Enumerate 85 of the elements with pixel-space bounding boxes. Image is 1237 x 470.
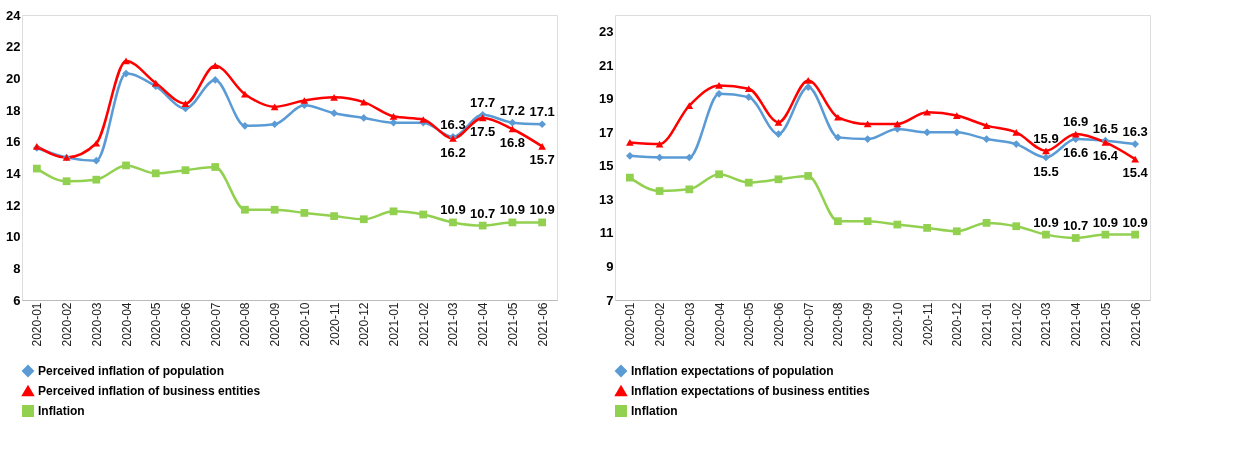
x-tick-label: 2020-02 bbox=[653, 302, 668, 347]
x-tick-label: 2021-02 bbox=[416, 302, 431, 347]
data-label: 10.9 bbox=[1122, 214, 1148, 230]
y-tick-label: 17 bbox=[599, 124, 614, 140]
y-tick-label: 22 bbox=[6, 39, 21, 55]
x-tick-label: 2020-09 bbox=[861, 302, 876, 347]
x-tick-label: 2020-08 bbox=[238, 302, 253, 347]
y-tick-label: 10 bbox=[6, 229, 21, 245]
x-tick-label: 2021-05 bbox=[1098, 302, 1113, 347]
data-label: 16.2 bbox=[440, 144, 466, 160]
data-label: 10.9 bbox=[1033, 214, 1059, 230]
data-label: 17.7 bbox=[470, 94, 496, 110]
x-tick-label: 2020-01 bbox=[623, 302, 638, 347]
x-tick-label: 2020-03 bbox=[682, 302, 697, 347]
y-tick-label: 19 bbox=[599, 91, 614, 107]
data-label: 17.2 bbox=[499, 102, 526, 118]
y-tick-label: 14 bbox=[6, 165, 22, 181]
legend-label: Inflation bbox=[631, 404, 678, 418]
x-tick-label: 2021-01 bbox=[980, 302, 995, 347]
y-tick-label: 24 bbox=[6, 7, 22, 23]
y-tick-label: 16 bbox=[6, 134, 21, 150]
x-tick-label: 2020-10 bbox=[890, 302, 905, 347]
data-label: 10.7 bbox=[1063, 217, 1089, 233]
data-label: 16.4 bbox=[1092, 148, 1119, 164]
x-tick-label: 2020-05 bbox=[742, 302, 757, 347]
data-label: 10.9 bbox=[1092, 214, 1119, 230]
y-tick-label: 9 bbox=[606, 258, 614, 274]
x-tick-label: 2020-03 bbox=[89, 302, 104, 347]
x-tick-label: 2020-12 bbox=[950, 302, 965, 347]
y-tick-label: 13 bbox=[599, 191, 614, 207]
data-label: 16.6 bbox=[1063, 145, 1089, 161]
data-label: 15.5 bbox=[1033, 163, 1059, 179]
y-tick-label: 11 bbox=[599, 225, 614, 241]
x-tick-label: 2021-03 bbox=[446, 302, 461, 347]
legend-label: Perceived inflation of business entities bbox=[38, 384, 261, 398]
data-label: 16.3 bbox=[440, 116, 466, 132]
x-tick-label: 2020-04 bbox=[712, 302, 727, 347]
x-tick-label: 2020-07 bbox=[801, 302, 816, 347]
x-tick-label: 2020-08 bbox=[831, 302, 846, 347]
data-label: 16.5 bbox=[1092, 120, 1119, 136]
x-tick-label: 2021-02 bbox=[1009, 302, 1024, 347]
x-tick-label: 2021-03 bbox=[1039, 302, 1054, 347]
y-tick-label: 18 bbox=[6, 102, 21, 118]
y-tick-label: 21 bbox=[599, 57, 614, 73]
data-label: 16.3 bbox=[1122, 124, 1148, 140]
y-tick-label: 23 bbox=[599, 24, 614, 40]
x-tick-label: 2021-04 bbox=[476, 302, 491, 347]
x-tick-label: 2020-02 bbox=[60, 302, 75, 347]
x-tick-label: 2021-05 bbox=[505, 302, 520, 347]
data-label: 17.1 bbox=[529, 104, 555, 120]
y-tick-label: 6 bbox=[13, 292, 21, 308]
x-tick-label: 2020-05 bbox=[149, 302, 164, 347]
data-label: 10.9 bbox=[440, 202, 466, 218]
data-label: 16.8 bbox=[499, 135, 526, 150]
legend-label: Inflation expectations of business entities bbox=[631, 384, 871, 398]
x-tick-label: 2020-04 bbox=[119, 302, 134, 347]
data-label: 10.9 bbox=[499, 202, 526, 218]
x-tick-label: 2021-06 bbox=[535, 302, 550, 347]
data-label: 10.9 bbox=[529, 202, 555, 218]
x-tick-label: 2020-06 bbox=[771, 302, 786, 347]
x-tick-label: 2020-12 bbox=[357, 302, 372, 347]
x-tick-label: 2020-06 bbox=[178, 302, 193, 347]
y-tick-label: 20 bbox=[6, 70, 21, 86]
data-label: 16.9 bbox=[1063, 114, 1089, 130]
y-tick-label: 8 bbox=[13, 260, 21, 276]
x-tick-label: 2020-10 bbox=[297, 302, 312, 347]
x-tick-label: 2020-11 bbox=[920, 302, 935, 346]
data-label: 15.9 bbox=[1033, 130, 1059, 146]
data-label: 10.7 bbox=[470, 205, 496, 221]
data-label: 15.4 bbox=[1122, 165, 1149, 181]
x-tick-label: 2020-07 bbox=[208, 302, 223, 347]
x-tick-label: 2020-01 bbox=[30, 302, 45, 347]
x-tick-label: 2020-11 bbox=[327, 302, 342, 346]
legend-label: Inflation bbox=[38, 404, 85, 418]
x-tick-label: 2021-06 bbox=[1128, 302, 1143, 347]
y-tick-label: 7 bbox=[606, 292, 614, 308]
data-label: 15.7 bbox=[529, 152, 555, 168]
x-tick-label: 2021-01 bbox=[387, 302, 402, 347]
x-tick-label: 2021-04 bbox=[1069, 302, 1084, 347]
y-tick-label: 12 bbox=[6, 197, 21, 213]
y-tick-label: 15 bbox=[599, 158, 614, 174]
data-label: 17.5 bbox=[470, 123, 496, 139]
legend-label: Inflation expectations of population bbox=[631, 364, 834, 378]
x-tick-label: 2020-09 bbox=[268, 302, 283, 347]
legend-label: Perceived inflation of population bbox=[38, 364, 225, 378]
